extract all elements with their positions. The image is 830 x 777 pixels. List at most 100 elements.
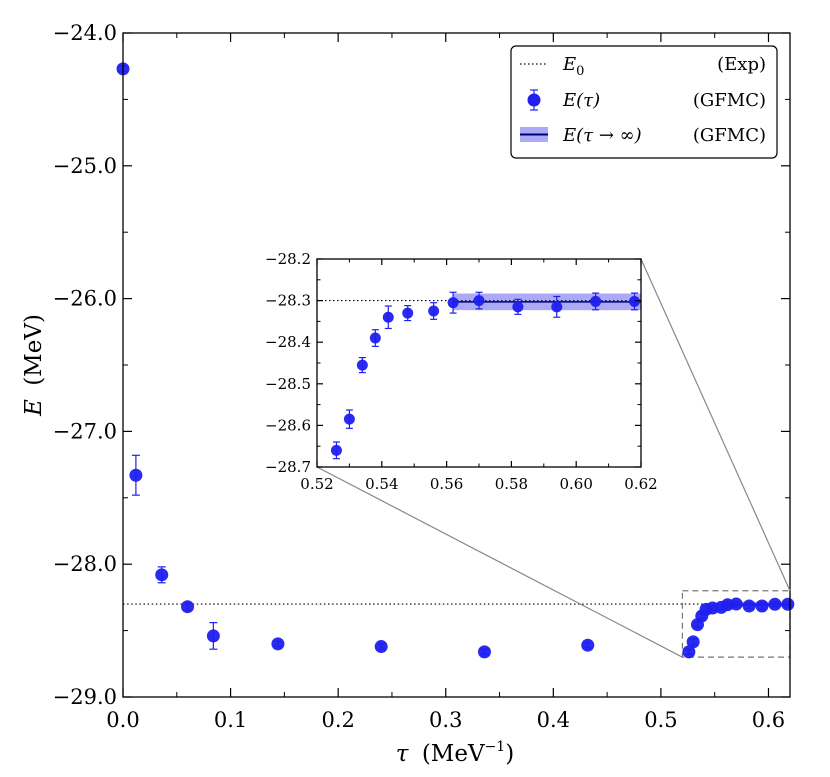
point-marker (330, 444, 342, 456)
legend-label-e0-sub: 0 (576, 64, 584, 79)
data-point (473, 291, 485, 310)
data-point (374, 640, 388, 654)
data-point (369, 329, 381, 347)
point-marker (768, 597, 782, 611)
data-point (781, 597, 795, 611)
connector-top (640, 258, 791, 592)
point-marker (590, 295, 602, 307)
legend-label-e-inf: E(τ → ∞) (562, 125, 642, 146)
x-tick-label: 0.52 (300, 475, 333, 493)
data-point (477, 645, 491, 659)
y-tick-label: −28.7 (265, 458, 311, 476)
data-point (629, 292, 641, 311)
inset-chart: 0.52 0.54 0.56 0.58 0.60 0.62 −28.2 −28.3 −28.4 −… (265, 250, 791, 658)
data-point (330, 441, 342, 460)
point-marker (581, 638, 595, 652)
data-point (581, 638, 595, 652)
data-point (155, 566, 169, 584)
connector-bottom (316, 466, 683, 658)
point-marker (382, 311, 394, 323)
legend: E0 (Exp) E(τ) (GFMC) E(τ → ∞) (GFMC) (510, 45, 778, 159)
main-ticks: 0.0 0.1 0.2 0.3 0.4 0.5 0.6 −24.0 −25.0 −26.0 −27.… (53, 21, 790, 732)
point-marker (374, 640, 388, 654)
y-tick-label: −28.0 (53, 552, 117, 576)
point-marker (447, 297, 459, 309)
y-tick-label: −28.5 (265, 375, 311, 393)
x-tick-label: 0.1 (214, 708, 247, 732)
point-marker (755, 599, 769, 613)
legend-entry-e-inf: E(τ → ∞) (GFMC) (520, 125, 766, 146)
y-tick-label: −24.0 (53, 21, 117, 45)
data-point (768, 597, 782, 611)
legend-tag-exp: (Exp) (717, 54, 766, 75)
point-marker (473, 295, 485, 307)
x-tick-label: 0.5 (644, 708, 677, 732)
data-point (512, 298, 524, 315)
y-axis-label: E (MeV) (21, 314, 47, 417)
x-tick-label: 0.54 (365, 475, 398, 493)
legend-entry-e0: E0 (Exp) (520, 54, 766, 79)
point-marker (271, 637, 285, 651)
legend-entry-e-tau: E(τ) (GFMC) (527, 89, 766, 111)
data-point (590, 292, 602, 311)
inset-data-series (330, 291, 641, 460)
data-point (343, 409, 355, 429)
data-point (551, 295, 563, 318)
data-point (402, 304, 414, 322)
point-marker (682, 645, 696, 659)
data-point (682, 645, 696, 659)
data-point (428, 302, 440, 320)
y-tick-label: −25.0 (53, 154, 117, 178)
y-tick-label: −28.4 (265, 333, 311, 351)
point-marker (206, 629, 220, 643)
x-tick-label: 0.60 (559, 475, 592, 493)
point-marker (781, 597, 795, 611)
data-point (755, 599, 769, 613)
point-marker (356, 359, 368, 371)
point-marker (477, 645, 491, 659)
point-marker (343, 413, 355, 425)
legend-swatch-marker (527, 93, 541, 107)
point-marker (742, 599, 756, 613)
x-tick-label: 0.6 (752, 708, 785, 732)
data-point (129, 454, 143, 496)
point-marker (181, 600, 195, 614)
x-tick-label: 0.56 (430, 475, 463, 493)
x-tick-label: 0.4 (537, 708, 570, 732)
data-point (356, 356, 368, 374)
data-point (181, 600, 195, 614)
y-tick-label: −26.0 (53, 287, 117, 311)
x-tick-label: 0.2 (321, 708, 354, 732)
x-tick-label: 0.58 (495, 475, 528, 493)
data-point (729, 597, 743, 611)
data-point (742, 599, 756, 613)
legend-label-e-tau: E(τ) (562, 90, 600, 111)
legend-label-e0: E (562, 54, 576, 75)
y-tick-label: −28.6 (265, 416, 311, 434)
point-marker (512, 301, 524, 313)
y-tick-label: −28.2 (265, 250, 311, 268)
point-marker (428, 305, 440, 317)
data-point (382, 305, 394, 330)
point-marker (402, 307, 414, 319)
legend-tag-gfmc-1: (GFMC) (693, 90, 766, 111)
point-marker (729, 597, 743, 611)
svg-text:E0: E0 (562, 54, 584, 79)
point-marker (155, 568, 169, 582)
x-tick-label: 0.0 (106, 708, 139, 732)
data-point (686, 635, 700, 649)
data-point (447, 291, 459, 314)
data-point (271, 637, 285, 651)
main-data-series (116, 62, 795, 659)
x-tick-label: 0.3 (429, 708, 462, 732)
point-marker (686, 635, 700, 649)
legend-box (510, 45, 778, 159)
inset-ticks: 0.52 0.54 0.56 0.58 0.60 0.62 −28.2 −28.3 −28.4 −… (265, 250, 658, 493)
point-marker (129, 468, 143, 482)
y-tick-label: −28.3 (265, 292, 311, 310)
y-tick-label: −27.0 (53, 419, 117, 443)
point-marker (551, 301, 563, 313)
x-tick-label: 0.62 (624, 475, 657, 493)
inset-connector-lines (316, 258, 791, 658)
